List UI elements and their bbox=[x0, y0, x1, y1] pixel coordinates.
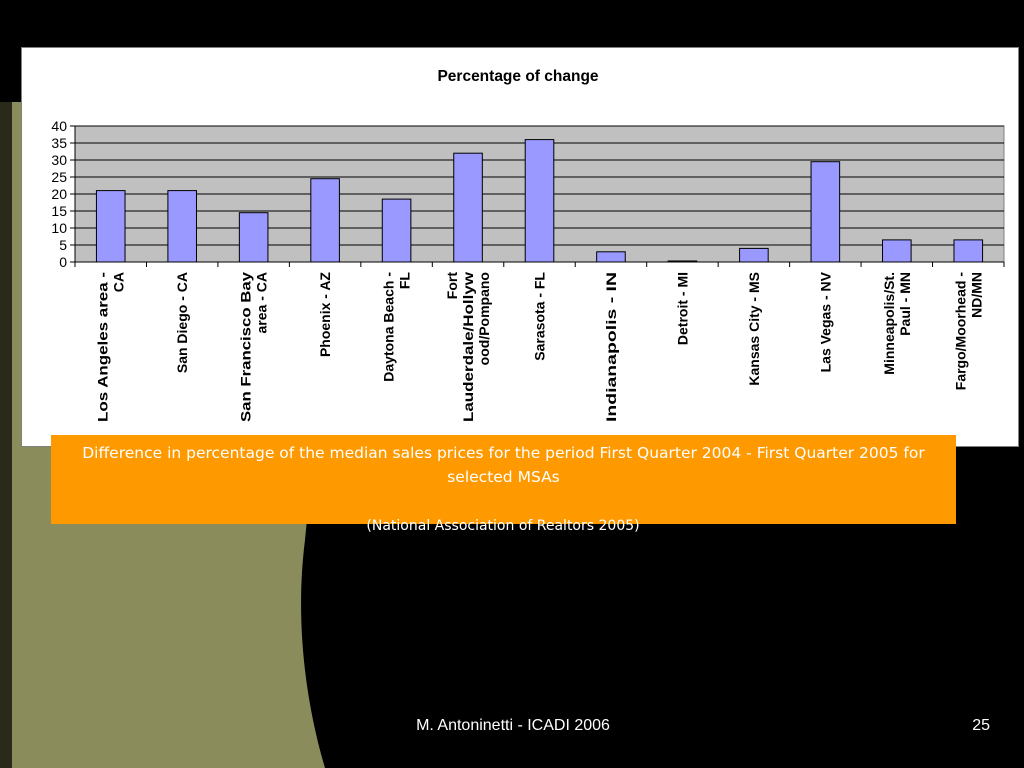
y-tick-label: 10 bbox=[51, 220, 67, 236]
x-category-label: San Francisco Bay bbox=[238, 272, 254, 422]
x-category-label: Daytona Beach - bbox=[381, 272, 397, 382]
x-category-label: Sarasota - FL bbox=[532, 272, 548, 361]
x-category-label: area - CA bbox=[254, 272, 270, 333]
chart-panel: Percentage of change 0 5 10 15 20 25 30 35 40 Los… bbox=[21, 47, 1019, 447]
bar bbox=[739, 247, 769, 263]
x-category-label: Minneapolis/St. bbox=[881, 272, 897, 375]
bar bbox=[953, 239, 984, 263]
x-category-label: Las Vegas - NV bbox=[817, 271, 833, 372]
footer-author: M. Antoninetti - ICADI 2006 bbox=[416, 717, 610, 734]
bar bbox=[524, 139, 555, 263]
y-tick-label: 35 bbox=[51, 135, 67, 151]
y-tick-label: 15 bbox=[51, 203, 67, 219]
source-citation: (National Association of Realtors 2005) bbox=[366, 518, 640, 534]
x-category-label: San Diego - CA bbox=[174, 272, 190, 373]
y-tick-label: 0 bbox=[59, 254, 67, 270]
x-category-label: Phoenix - AZ bbox=[317, 272, 333, 357]
caption-box: Difference in percentage of the median s… bbox=[51, 435, 956, 524]
x-category-label: FL bbox=[397, 272, 413, 290]
x-category-label: CA bbox=[111, 272, 127, 292]
y-tick-label: 40 bbox=[51, 118, 67, 134]
x-category-label: Los Angeles area - bbox=[95, 272, 111, 422]
x-category-label: Kansas City - MS bbox=[746, 272, 762, 386]
y-tick-label: 20 bbox=[51, 186, 67, 202]
bar bbox=[95, 190, 126, 263]
bar bbox=[167, 190, 197, 263]
chart-title: Percentage of change bbox=[437, 68, 598, 85]
x-category-label: Indianapolis - IN bbox=[603, 272, 619, 422]
x-category-label: ood/Pompano bbox=[476, 272, 492, 365]
bar bbox=[381, 198, 412, 263]
bar bbox=[596, 251, 626, 263]
caption-text: Difference in percentage of the median s… bbox=[82, 444, 925, 486]
bar bbox=[667, 260, 698, 263]
x-category-label: Detroit - MI bbox=[674, 272, 690, 345]
bar bbox=[882, 239, 912, 263]
x-category-label: Fort bbox=[444, 272, 460, 300]
y-tick-label: 5 bbox=[59, 237, 67, 253]
page-number: 25 bbox=[972, 717, 990, 734]
bar bbox=[310, 178, 340, 263]
olive-left-strip bbox=[0, 102, 12, 768]
x-category-label: Fargo/Moorhead - bbox=[952, 272, 968, 391]
bar bbox=[810, 161, 841, 263]
bar bbox=[453, 152, 483, 263]
y-tick-label: 30 bbox=[51, 152, 67, 168]
x-category-label: Lauderdale/Hollyw bbox=[460, 272, 476, 422]
bar bbox=[238, 212, 269, 263]
x-category-label: Paul - MN bbox=[897, 272, 913, 336]
x-category-label: ND/MN bbox=[968, 272, 984, 318]
y-tick-label: 25 bbox=[51, 169, 67, 185]
